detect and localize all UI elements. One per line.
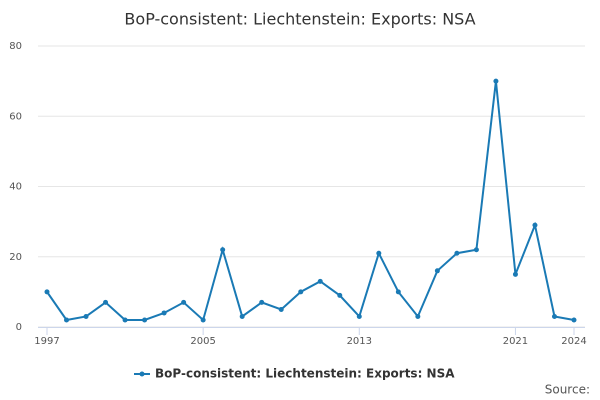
x-tick-label: 2021 [503, 336, 528, 347]
point [103, 299, 109, 305]
point [473, 247, 479, 253]
point [200, 317, 206, 323]
y-tick-label: 20 [9, 252, 22, 263]
y-tick-label: 0 [16, 322, 22, 333]
x-tick-label: 2005 [190, 336, 215, 347]
point [161, 310, 167, 316]
point [64, 317, 70, 323]
y-tick-label: 80 [9, 41, 22, 52]
point [551, 313, 557, 319]
x-tick-label: 2024 [561, 336, 586, 347]
x-tick-label: 2013 [347, 336, 372, 347]
point [454, 250, 460, 256]
chart-title: BoP-consistent: Liechtenstein: Exports: … [124, 10, 475, 29]
point [532, 222, 538, 228]
point [298, 289, 304, 295]
legend-marker [139, 371, 145, 377]
point [376, 250, 382, 256]
point [337, 292, 343, 298]
point [493, 78, 499, 84]
point [434, 268, 440, 274]
legend-label: BoP-consistent: Liechtenstein: Exports: … [155, 367, 455, 381]
point [395, 289, 401, 295]
point [181, 299, 187, 305]
point [122, 317, 128, 323]
point [142, 317, 148, 323]
point [239, 313, 245, 319]
point [317, 278, 323, 284]
point [512, 271, 518, 277]
point [83, 313, 89, 319]
point [356, 313, 362, 319]
source: Source: [545, 383, 590, 397]
point [415, 313, 421, 319]
point [571, 317, 577, 323]
point [278, 306, 284, 312]
x-tick-label: 1997 [34, 336, 59, 347]
point [259, 299, 265, 305]
series-line [46, 81, 575, 322]
point [44, 289, 50, 295]
y-tick-label: 40 [9, 182, 22, 193]
point [220, 247, 226, 253]
y-tick-label: 60 [9, 111, 22, 122]
